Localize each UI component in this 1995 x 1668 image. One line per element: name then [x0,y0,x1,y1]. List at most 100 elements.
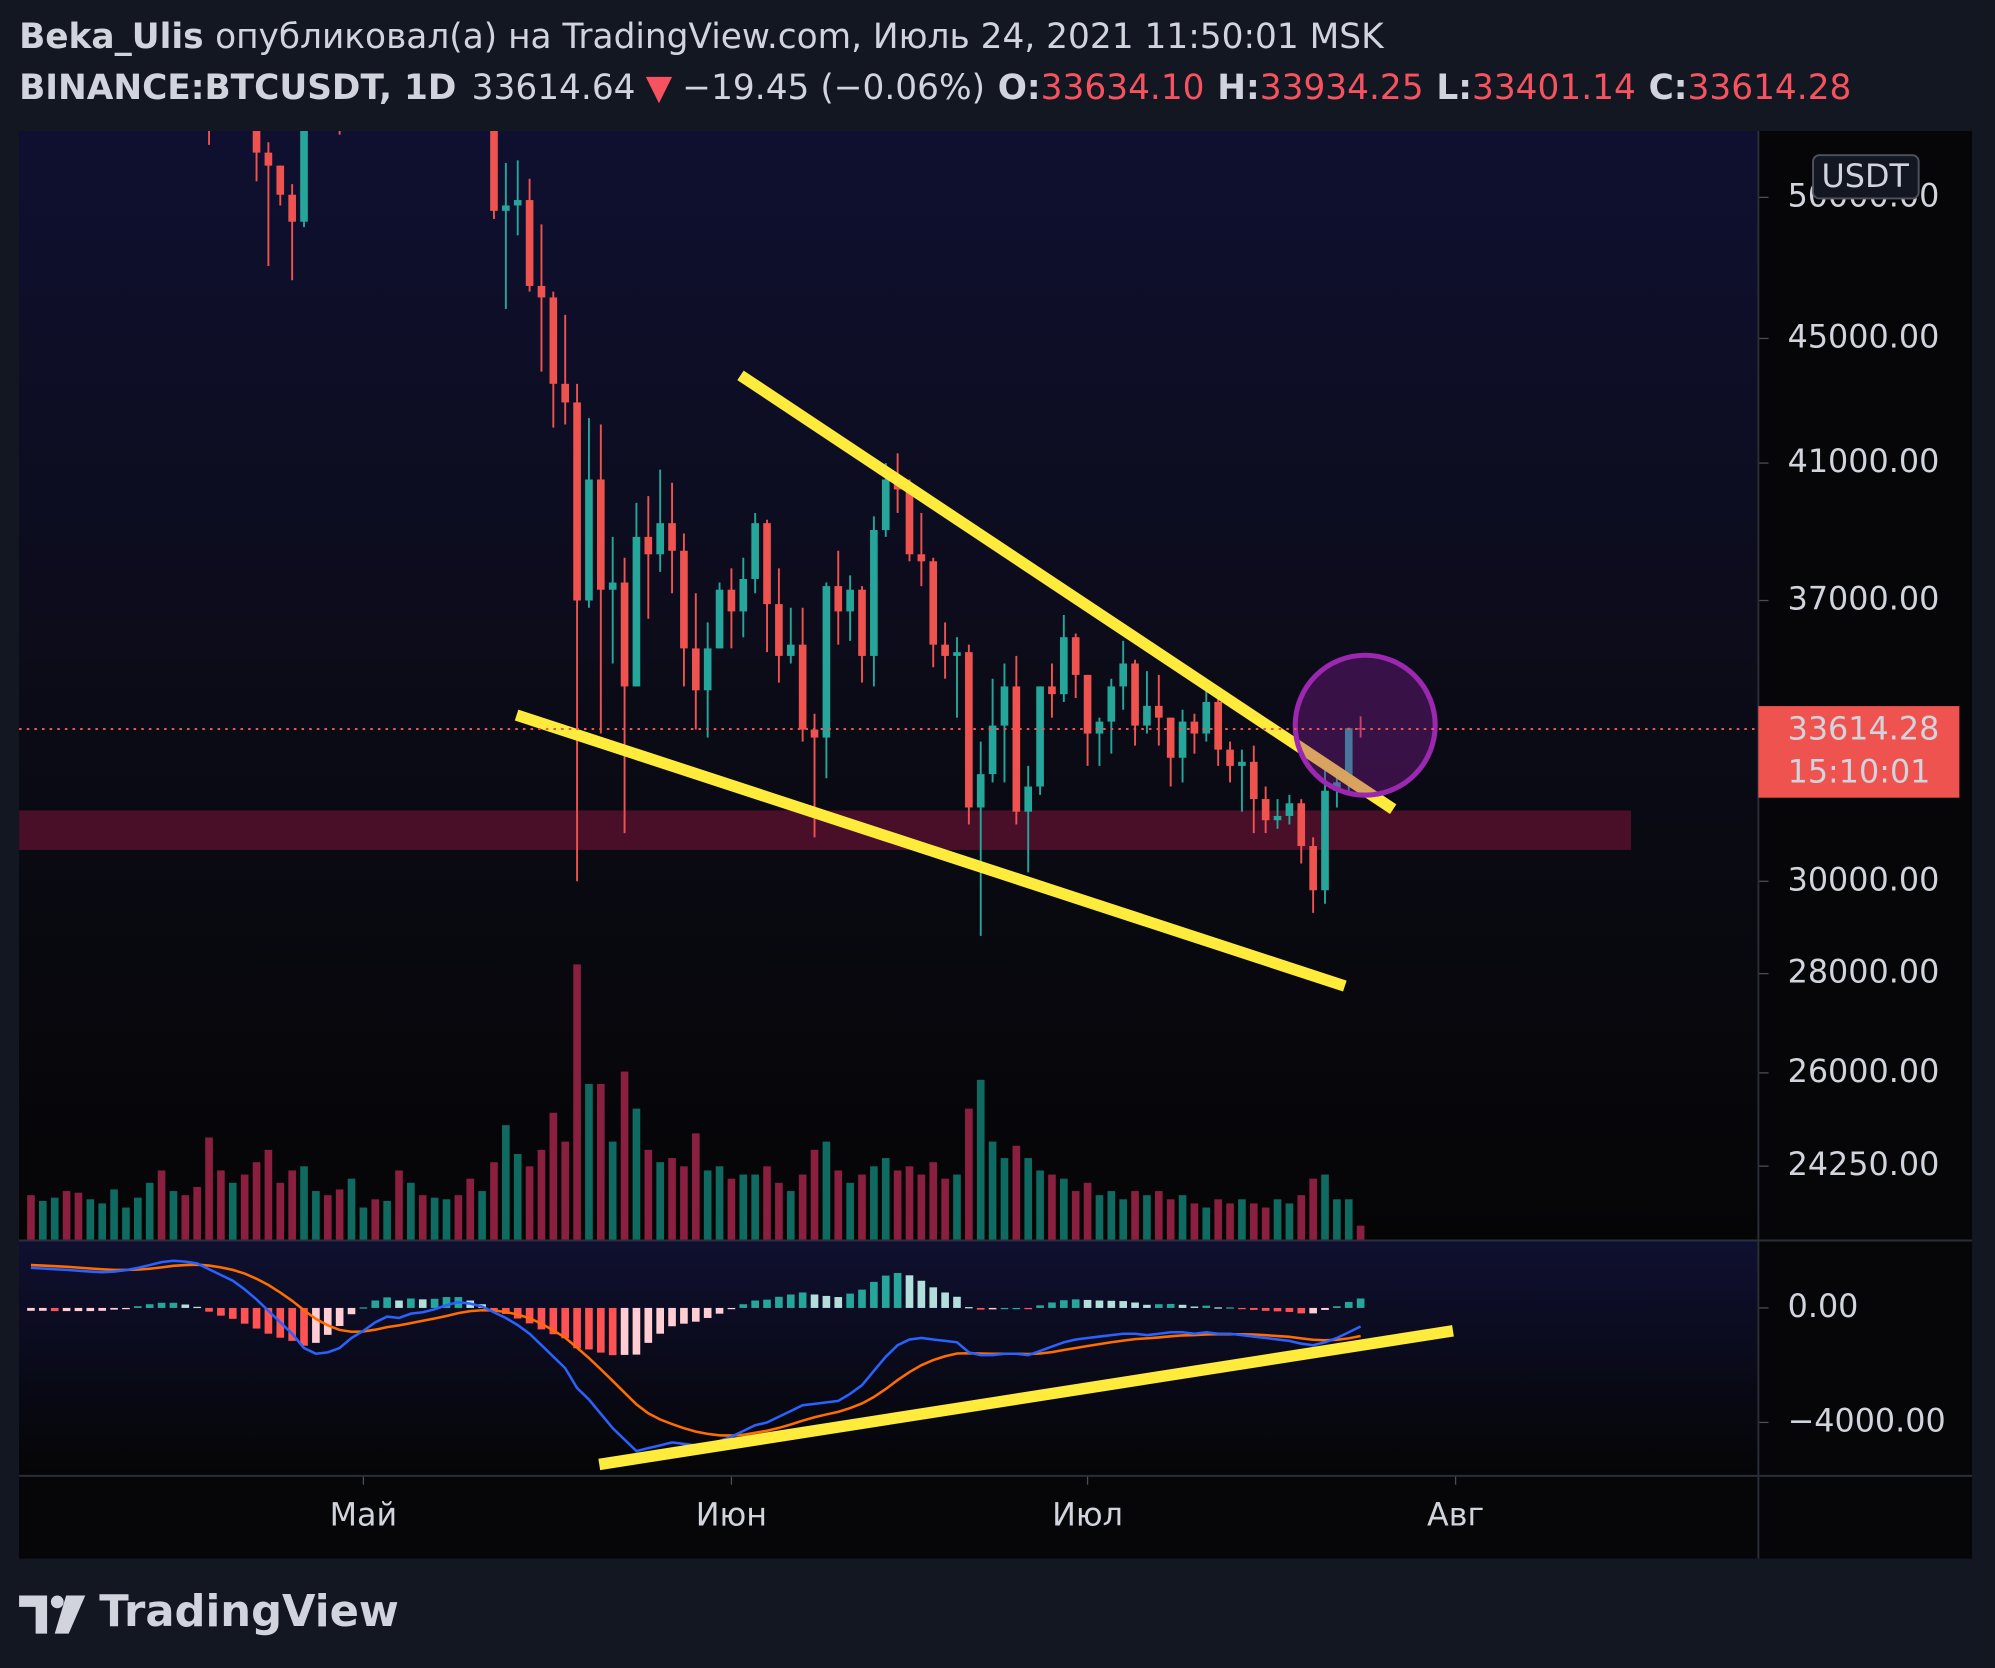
volume-bar [1249,1203,1258,1241]
volume-bar [1273,1199,1282,1241]
candle-body [786,644,795,656]
ohlc-label: L: [1436,68,1472,108]
macd-histogram-bar [264,1307,273,1334]
candle-body [490,131,498,211]
logo-icon [19,1595,48,1634]
volume-bar [1309,1178,1317,1241]
candle-body [525,200,534,286]
candle-body [905,489,914,555]
volume-bar [691,1133,700,1241]
macd-histogram-bar [74,1307,83,1312]
macd-histogram-bar [597,1307,605,1353]
macd-histogram-bar [893,1273,902,1308]
macd-histogram-bar [240,1307,249,1324]
macd-histogram-bar [1333,1306,1341,1308]
candle-body [988,725,997,775]
volume-bar [680,1166,688,1241]
trend-line [514,709,1347,992]
axis-layer: 50000.0045000.0041000.0037000.0030000.00… [330,177,1946,1533]
macd-histogram-bar [680,1307,688,1324]
macd-histogram-bar [1261,1307,1270,1311]
macd-histogram-bar [62,1307,71,1312]
candle-body [1107,686,1116,722]
volume-bar [941,1178,949,1241]
volume-bar [300,1166,308,1241]
volume-bar [739,1174,748,1241]
volume-bar [953,1174,961,1241]
candle-body [300,131,308,222]
y-tick-label: −4000.00 [1788,1402,1946,1439]
volume-bar [157,1170,166,1241]
candle-body [976,774,985,808]
volume-bar [644,1149,653,1241]
volume-bar [193,1186,201,1241]
macd-histogram-bar [1024,1307,1033,1310]
candle-body [739,578,748,612]
macd-histogram-bar [145,1304,154,1308]
volume-bar [905,1166,914,1241]
volume-bar [1226,1203,1234,1241]
volume-bar [846,1182,854,1241]
volume-bar [347,1178,356,1241]
ohlc-label: C: [1649,68,1688,108]
macd-histogram-bar [1321,1307,1329,1310]
macd-histogram-bar [1166,1303,1175,1308]
macd-histogram-bar [157,1302,166,1308]
candle-body [715,589,724,649]
volume-bar [228,1182,237,1241]
volume-bar [893,1170,902,1241]
logo-text: TradingView [99,1587,399,1637]
candle-body [691,648,700,691]
macd-histogram-bar [1297,1307,1306,1314]
volume-bar [537,1149,546,1241]
volume-bar [573,964,581,1241]
macd-histogram-bar [644,1307,653,1343]
volume-bar [1000,1158,1009,1241]
volume-bar [775,1182,783,1241]
macd-histogram-bar [359,1307,368,1309]
volume-bar [252,1162,261,1241]
ohlc-label: O: [998,68,1041,108]
candle-body [288,194,296,222]
last-price-label: 33614.28 [1788,710,1940,747]
candle-body [870,530,878,656]
macd-histogram-bar [39,1307,47,1311]
volume-bar [1297,1195,1306,1241]
volume-bar [86,1199,95,1241]
logo: TradingView [19,1587,399,1637]
candle-body [513,200,522,206]
macd-histogram-bar [252,1307,261,1329]
macd-histogram-bar [739,1304,748,1308]
volume-bar [122,1207,130,1241]
volume-bar [822,1141,831,1241]
macd-histogram-bar [656,1307,664,1334]
candle-body [632,536,641,687]
volume-bar [1166,1199,1175,1241]
y-tick-label: 45000.00 [1788,318,1940,355]
macd-histogram-bar [335,1307,344,1326]
candle-body [1071,637,1080,675]
candle-body [1249,761,1258,800]
volume-bar [276,1182,285,1241]
logo-icon [54,1595,86,1634]
candle-body [727,589,736,612]
macd-histogram-bar [1119,1301,1128,1308]
candle-body [1356,728,1365,730]
candle-body [1202,701,1211,734]
macd-histogram-bar [881,1275,890,1308]
candle-body [1095,721,1104,734]
macd-histogram-bar [133,1306,142,1308]
volume-bar [133,1197,142,1241]
volume-bar [1178,1195,1187,1241]
macd-histogram-bar [786,1294,795,1308]
last-price-box [1758,706,1960,798]
macd-histogram-bar [193,1306,201,1309]
ohlc-label: H: [1217,68,1259,108]
highlight-circle [1292,652,1438,798]
logo-icon [50,1595,64,1609]
macd-histogram-bar [608,1307,617,1356]
volume-bar [478,1191,486,1241]
volume-bar [430,1197,439,1241]
candle-body [953,652,961,656]
candle-body [608,582,617,590]
